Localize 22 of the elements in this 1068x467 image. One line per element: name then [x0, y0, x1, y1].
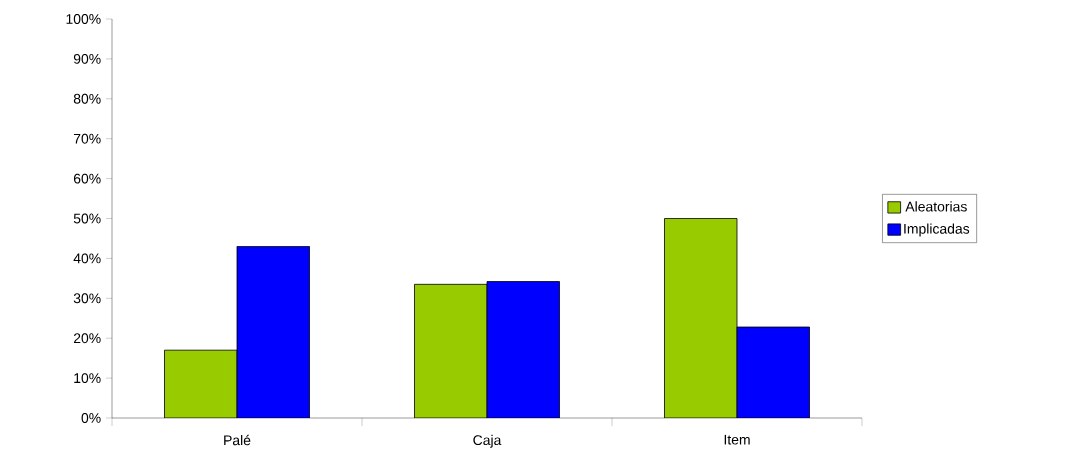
x-tick-label: Caja [473, 434, 502, 448]
y-tick-label: 0% [81, 413, 101, 423]
y-tick-label: 90% [73, 53, 101, 64]
y-tick-label: 40% [73, 253, 101, 264]
x-tick-label: Palé [224, 434, 251, 446]
bar [664, 218, 738, 418]
y-tick-label: 10% [74, 373, 101, 384]
y-tick-label: 100% [66, 14, 101, 24]
legend-label: Aleatorias [905, 201, 967, 212]
y-tick-label: 20% [73, 333, 101, 344]
y-tick-label: 60% [73, 173, 101, 184]
x-tick-label: Item [724, 434, 750, 445]
bar [164, 349, 238, 418]
bar [486, 281, 560, 418]
bar [736, 326, 810, 418]
bar [414, 283, 488, 418]
y-tick-label: 30% [73, 293, 101, 304]
y-tick-label: 70% [73, 133, 101, 144]
legend-label: Implicadas [904, 223, 970, 237]
y-tick-label: 80% [73, 93, 101, 104]
bar [236, 246, 310, 418]
y-tick-label: 50% [73, 213, 101, 224]
